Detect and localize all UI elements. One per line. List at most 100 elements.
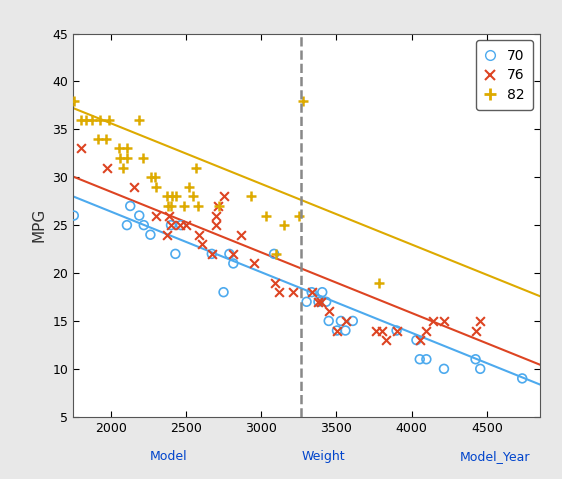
Point	[165, 212, 174, 219]
Point	[298, 97, 307, 104]
Point	[307, 288, 316, 296]
Point	[101, 135, 110, 143]
Point	[280, 221, 289, 229]
Point	[162, 193, 171, 200]
Point	[321, 298, 330, 306]
Point	[53, 97, 62, 104]
Point	[166, 202, 175, 210]
Point	[270, 250, 279, 258]
Point	[333, 327, 342, 334]
Point	[76, 116, 85, 124]
Point	[81, 116, 90, 124]
Point	[307, 288, 316, 296]
Point	[93, 135, 102, 143]
Point	[271, 279, 280, 286]
Point	[476, 317, 485, 325]
Point	[314, 298, 323, 306]
Point	[325, 308, 334, 315]
Point	[139, 221, 148, 229]
Point	[123, 145, 132, 152]
Point	[341, 317, 350, 325]
Point	[126, 202, 135, 210]
Point	[415, 336, 424, 344]
Point	[518, 375, 527, 382]
Point	[193, 202, 202, 210]
Point	[102, 164, 111, 171]
Point	[122, 154, 131, 162]
Point	[415, 355, 424, 363]
Point	[180, 202, 189, 210]
Point	[192, 164, 201, 171]
Point	[374, 279, 383, 286]
Point	[422, 355, 431, 363]
Point	[371, 327, 380, 334]
Point	[151, 212, 160, 219]
Point	[262, 212, 271, 219]
Point	[382, 336, 391, 344]
Point	[176, 221, 185, 229]
Point	[211, 221, 220, 229]
Point	[213, 202, 222, 210]
Point	[324, 317, 333, 325]
Point	[333, 327, 342, 334]
Point	[69, 97, 78, 104]
Point	[166, 221, 175, 229]
Point	[392, 327, 401, 334]
Point	[119, 164, 128, 171]
Point	[188, 193, 197, 200]
Point	[135, 116, 144, 124]
Point	[215, 202, 224, 210]
Point	[229, 250, 238, 258]
Point	[96, 116, 105, 124]
Point	[163, 202, 172, 210]
Point	[377, 327, 386, 334]
Point	[422, 327, 431, 334]
Point	[176, 221, 185, 229]
Point	[105, 116, 114, 124]
Point	[348, 317, 357, 325]
Point	[289, 288, 298, 296]
Point	[212, 212, 221, 219]
Point	[151, 173, 160, 181]
Point	[294, 212, 303, 219]
Point	[171, 193, 180, 200]
Text: Model: Model	[150, 450, 187, 463]
Point	[392, 327, 401, 334]
Point	[225, 250, 234, 258]
Point	[219, 193, 228, 200]
Point	[550, 375, 559, 382]
Point	[146, 173, 155, 181]
Point	[249, 260, 258, 267]
Point	[428, 317, 437, 325]
Y-axis label: MPG: MPG	[32, 208, 47, 242]
Point	[167, 193, 176, 200]
Point	[171, 250, 180, 258]
Point	[471, 355, 480, 363]
Point	[129, 183, 138, 191]
Point	[317, 298, 326, 306]
Point	[48, 39, 57, 47]
Point	[439, 317, 448, 325]
Text: Model_Year: Model_Year	[459, 450, 530, 463]
Point	[135, 212, 144, 219]
Point	[341, 327, 350, 334]
Point	[76, 145, 85, 152]
Point	[146, 231, 155, 239]
Point	[246, 193, 255, 200]
Point	[123, 221, 132, 229]
Point	[69, 212, 78, 219]
Point	[184, 183, 193, 191]
Point	[237, 231, 246, 239]
Point	[194, 231, 203, 239]
Point	[412, 336, 421, 344]
Point	[207, 250, 216, 258]
Point	[166, 221, 175, 229]
Point	[275, 288, 284, 296]
Point	[116, 154, 125, 162]
Point	[197, 240, 206, 248]
Point	[87, 116, 96, 124]
Point	[476, 365, 485, 373]
Point	[318, 288, 327, 296]
Point	[207, 250, 216, 258]
Point	[302, 298, 311, 306]
